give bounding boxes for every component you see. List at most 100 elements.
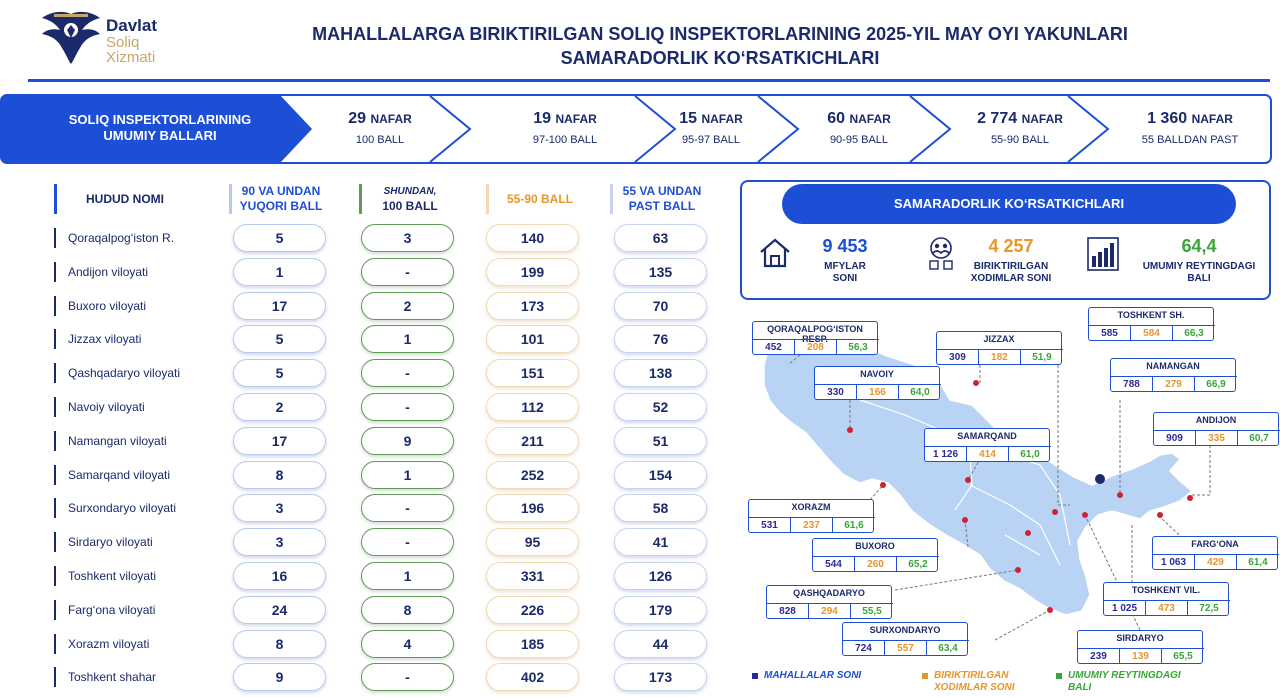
table-cell-c4: 63 <box>614 224 707 252</box>
row-region-name: Samarqand viloyati <box>54 461 204 489</box>
col-header-55-down-line1: 55 VA UNDAN <box>622 184 702 198</box>
segment-sub: 55-90 BALL <box>990 134 1050 146</box>
table-cell-c1: 17 <box>233 292 326 320</box>
segment-unit: NAFAR <box>555 112 597 126</box>
region-rating: 64,0 <box>899 384 941 399</box>
region-box: JIZZAX 309 182 51,9 <box>936 331 1063 365</box>
region-rating: 65,2 <box>897 556 939 571</box>
region-name: NAVOIY <box>860 369 894 379</box>
region-name: SAMARQAND <box>957 431 1017 441</box>
table-cell-c3: 331 <box>486 562 579 590</box>
stat-mfy-label-line1: MFYLAR <box>824 261 866 272</box>
table-cell-c4: 179 <box>614 596 707 624</box>
region-staff: 414 <box>967 446 1009 461</box>
legend-label-line1: BIRIKTIRILGAN <box>934 670 1009 681</box>
table-cell-c2: - <box>361 393 454 421</box>
region-rating: 66,9 <box>1195 376 1237 391</box>
page-title-line1: MAHALLALARGA BIRIKTIRILGAN SOLIQ INSPEKT… <box>312 24 1128 44</box>
row-region-name: Namangan viloyati <box>54 427 204 455</box>
col-header-100-line1: SHUNDAN, <box>383 186 437 197</box>
segment-sub: 55 BALLDAN PAST <box>1141 134 1239 146</box>
legend-label-line2: XODIMLAR SONI <box>934 682 1015 693</box>
table-cell-c3: 101 <box>486 325 579 353</box>
summary-segment: 2 774 NAFAR 55-90 BALL <box>955 110 1085 146</box>
col-header-55-down-line2: PAST BALL <box>628 199 696 213</box>
region-rating: 61,0 <box>1009 446 1051 461</box>
region-box: XORAZM 531 237 61,6 <box>748 499 875 533</box>
table-cell-c4: 52 <box>614 393 707 421</box>
table-cell-c1: 5 <box>233 325 326 353</box>
segment-unit: NAFAR <box>1191 112 1233 126</box>
region-mfy: 544 <box>813 556 855 571</box>
row-region-name: Toshkent shahar <box>54 663 204 691</box>
region-name: FARG‘ONA <box>1191 539 1239 549</box>
region-name: TOSHKENT VIL. <box>1131 585 1201 595</box>
region-staff: 294 <box>809 603 851 618</box>
segment-sub: 95-97 BALL <box>681 134 741 146</box>
row-region-name: Qashqadaryo viloyati <box>54 359 204 387</box>
row-region-name: Qoraqalpog‘iston R. <box>54 224 204 252</box>
table-cell-c3: 95 <box>486 528 579 556</box>
row-region-name: Jizzax viloyati <box>54 325 204 353</box>
stat-mfy: 9 453 MFYLAR SONI <box>798 236 892 285</box>
table-cell-c2: - <box>361 663 454 691</box>
segment-unit: NAFAR <box>370 112 412 126</box>
table-cell-c3: 151 <box>486 359 579 387</box>
summary-bar: SOLIQ INSPEKTORLARINING UMUMIY BALLARI 2… <box>0 94 1272 164</box>
summary-segment: 29 NAFAR 100 BALL <box>320 110 440 146</box>
stat-staff-label-line1: BIRIKTIRILGAN <box>973 261 1049 272</box>
table-cell-c3: 211 <box>486 427 579 455</box>
legend-label-line1: UMUMIY REYTINGDAGI <box>1068 670 1181 681</box>
table-cell-c2: 3 <box>361 224 454 252</box>
row-region-name: Sirdaryo viloyati <box>54 528 204 556</box>
segment-value: 29 <box>348 110 366 127</box>
region-rating: 66,3 <box>1173 325 1215 340</box>
stat-mfy-label-line2: SONI <box>832 273 858 284</box>
table-cell-c3: 226 <box>486 596 579 624</box>
table-cell-c4: 70 <box>614 292 707 320</box>
table-cell-c2: 9 <box>361 427 454 455</box>
col-header-90-up-line2: YUQORI BALL <box>239 199 323 213</box>
row-region-name: Xorazm viloyati <box>54 630 204 658</box>
table-cell-c1: 8 <box>233 630 326 658</box>
stat-rating-label-line2: BALI <box>1187 273 1211 284</box>
region-rating: 60,7 <box>1238 430 1280 445</box>
segment-sub: 90-95 BALL <box>829 134 889 146</box>
region-box: QASHQADARYO 828 294 55,5 <box>766 585 893 619</box>
region-staff: 208 <box>795 339 837 354</box>
header-marker <box>359 184 362 214</box>
summary-bar-shape <box>0 94 1272 164</box>
col-header-55-90: 55-90 BALL <box>506 192 574 206</box>
table-cell-c1: 5 <box>233 359 326 387</box>
region-box: NAMANGAN 788 279 66,9 <box>1110 358 1237 392</box>
region-name: NAMANGAN <box>1146 361 1200 371</box>
region-mfy: 330 <box>815 384 857 399</box>
region-name: SIRDARYO <box>1116 633 1164 643</box>
row-region-name: Navoiy viloyati <box>54 393 204 421</box>
region-mfy: 909 <box>1154 430 1196 445</box>
table-cell-c4: 58 <box>614 494 707 522</box>
table-cell-c2: 2 <box>361 292 454 320</box>
table-cell-c1: 24 <box>233 596 326 624</box>
region-rating: 51,9 <box>1021 349 1063 364</box>
house-icon <box>760 238 790 268</box>
table-cell-c3: 199 <box>486 258 579 286</box>
summary-segment: 19 NAFAR 97-100 BALL <box>490 110 640 146</box>
logo-text-line1: Davlat <box>106 16 158 35</box>
table-cell-c1: 16 <box>233 562 326 590</box>
stat-rating-label-line1: UMUMIY REYTINGDAGI <box>1142 261 1256 272</box>
region-staff: 429 <box>1195 554 1237 569</box>
region-mfy: 1 126 <box>925 446 967 461</box>
table-cell-c1: 3 <box>233 494 326 522</box>
stat-staff-value: 4 257 <box>988 236 1034 256</box>
segment-unit: NAFAR <box>701 112 743 126</box>
col-header-90-up: 90 VA UNDAN YUQORI BALL <box>233 184 329 214</box>
summary-segment: 15 NAFAR 95-97 BALL <box>652 110 770 146</box>
legend-swatch <box>752 673 758 679</box>
region-rating: 65,5 <box>1162 648 1204 663</box>
region-name: SURXONDARYO <box>869 625 941 635</box>
region-rating: 61,4 <box>1237 554 1279 569</box>
region-rating: 56,3 <box>837 339 879 354</box>
people-icon <box>929 237 953 270</box>
row-region-name: Buxoro viloyati <box>54 292 204 320</box>
